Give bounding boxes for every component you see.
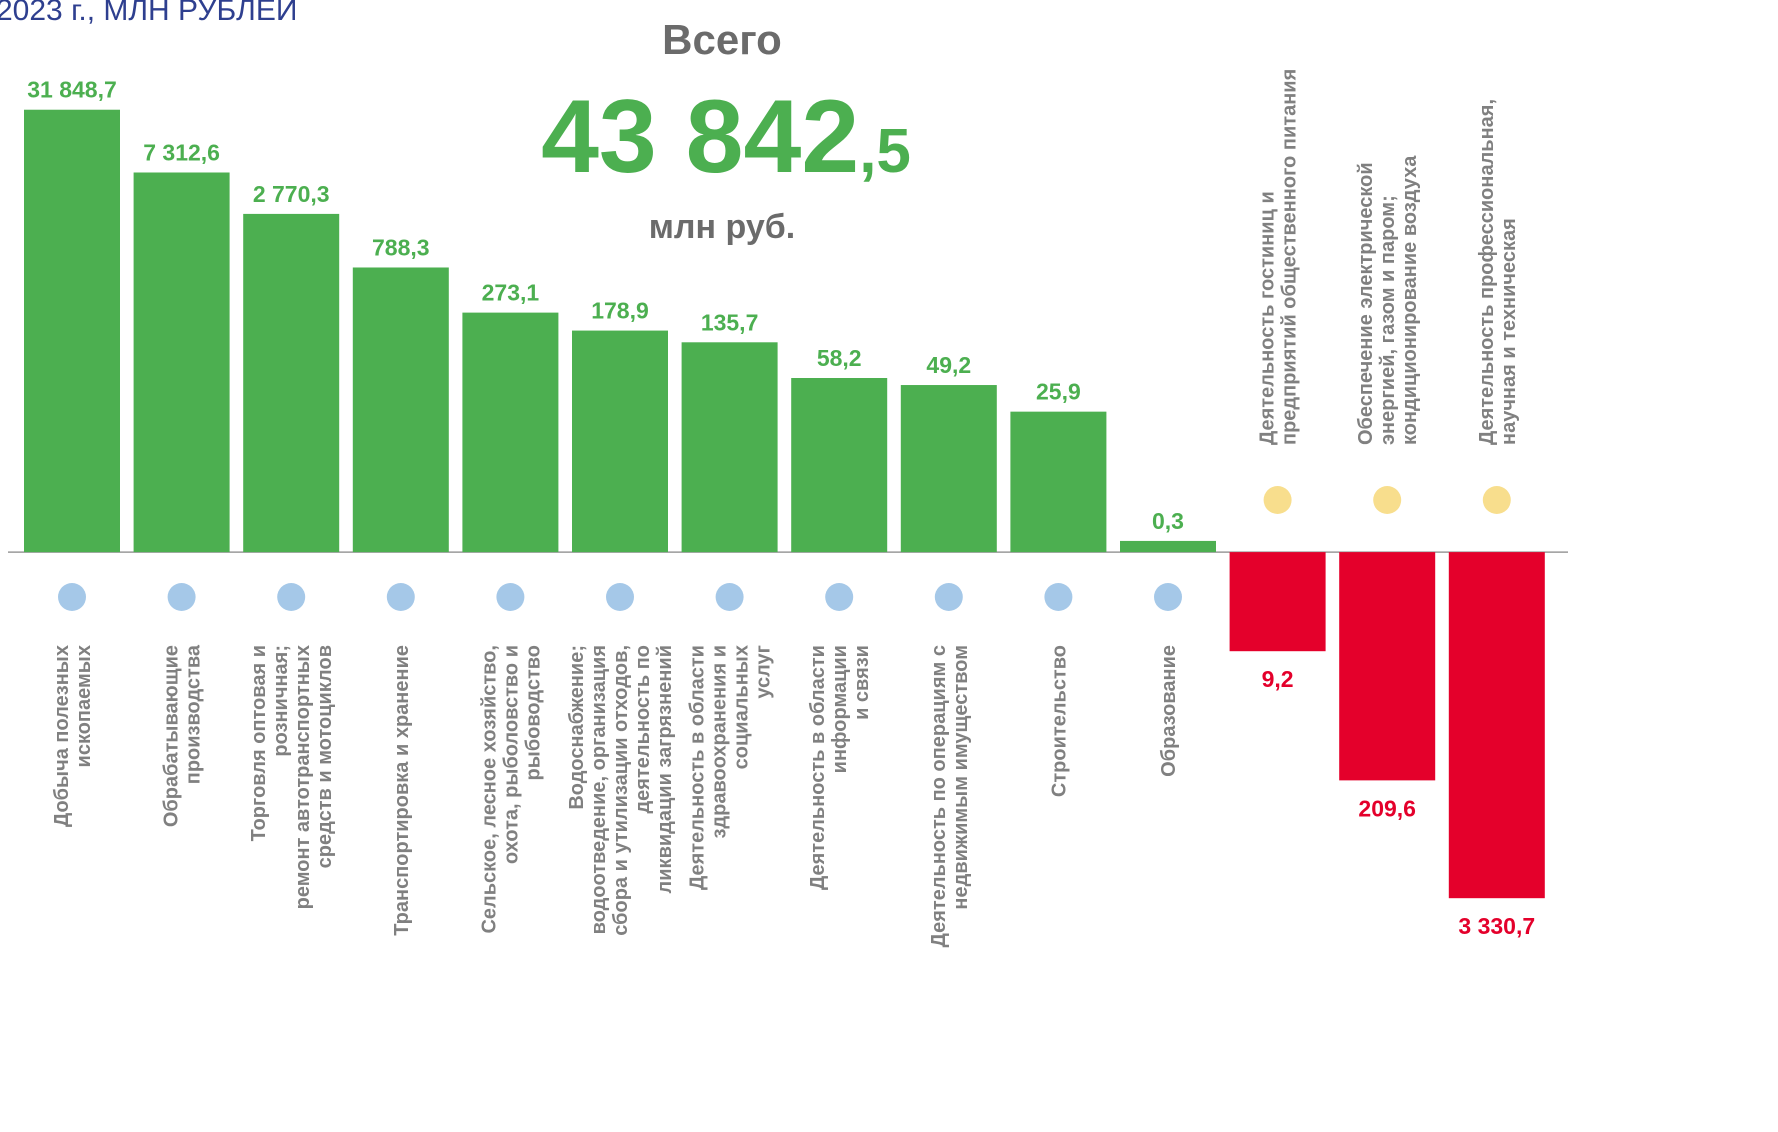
value-label: 31 848,7 (27, 77, 117, 103)
value-label: 135,7 (701, 309, 759, 335)
bar (243, 214, 339, 552)
category-label: Деятельность по операциям с (928, 645, 950, 947)
category-label: научная и техническая (1498, 218, 1520, 445)
category-label: Сельское, лесное хозяйство, (478, 645, 500, 934)
value-label: 273,1 (482, 280, 540, 306)
value-label: 209,6 (1358, 795, 1416, 821)
category-label: ликвидации загрязнений (654, 645, 676, 893)
category-icon (387, 583, 415, 611)
category-label: водоотведение, организация (588, 645, 610, 934)
category-label: сбора и утилизации отходов, (610, 645, 632, 936)
category-label: рыбоводство (522, 645, 544, 780)
category-label: производства (183, 644, 205, 784)
category-label: и связи (851, 645, 873, 720)
category-label: услуг (753, 645, 775, 699)
category-label: охота, рыболовство и (500, 645, 522, 864)
category-label: Образование (1158, 645, 1180, 777)
value-label: 49,2 (926, 352, 971, 378)
bar (572, 331, 668, 553)
category-icon (496, 583, 524, 611)
category-label: информации (829, 645, 851, 773)
value-label: 788,3 (372, 234, 430, 260)
category-label: кондиционирование воздуха (1399, 155, 1421, 445)
category-icon (716, 583, 744, 611)
category-label: Водоснабжение; (566, 645, 588, 810)
total-unit: млн руб. (649, 208, 795, 246)
category-label: Обрабатывающие (161, 645, 183, 827)
category-label: ископаемых (73, 645, 95, 767)
category-label: Торговля оптовая и (248, 645, 270, 841)
category-label: ремонт автотранспортных (292, 645, 314, 909)
category-label: деятельность по (632, 645, 654, 814)
value-label: 7 312,6 (143, 139, 220, 165)
value-label: 58,2 (817, 345, 862, 371)
category-label: Деятельность в области (807, 645, 829, 890)
value-label: 9,2 (1262, 666, 1294, 692)
category-icon (606, 583, 634, 611)
bar (353, 267, 449, 552)
total-main: 43 842 (541, 79, 859, 195)
total-decimal: ,5 (859, 117, 911, 186)
bar (462, 313, 558, 553)
value-label: 2 770,3 (253, 181, 330, 207)
category-label: Деятельность профессиональная, (1476, 99, 1498, 445)
bar (24, 110, 120, 552)
category-label: Обеспечение электрической (1355, 162, 1377, 445)
category-label: Деятельность в области (687, 645, 709, 890)
bar (682, 342, 778, 552)
category-label: недвижимым имуществом (950, 645, 972, 910)
category-icon (935, 583, 963, 611)
category-label: Добыча полезных (51, 645, 73, 827)
category-icon (1044, 583, 1072, 611)
bar (134, 172, 230, 552)
category-icon (277, 583, 305, 611)
subtitle: 2023 г., МЛН РУБЛЕЙ (0, 0, 297, 27)
category-icon (1264, 486, 1292, 514)
category-label: Деятельность гостиниц и (1257, 191, 1279, 445)
bar (901, 385, 997, 552)
bar (1120, 541, 1216, 552)
category-icon (58, 583, 86, 611)
bar (1339, 552, 1435, 780)
chart: 2023 г., МЛН РУБЛЕЙ Всего 43 842,5 млн р… (0, 0, 1778, 1132)
category-label: Строительство (1048, 645, 1070, 797)
value-label: 178,9 (591, 298, 649, 324)
value-label: 3 330,7 (1458, 913, 1535, 939)
bar (1010, 412, 1106, 552)
category-icon (1483, 486, 1511, 514)
category-label: энергией, газом и паром; (1377, 195, 1399, 445)
category-icon (168, 583, 196, 611)
bar (791, 378, 887, 552)
category-label: социальных (731, 645, 753, 769)
category-label: средств и мотоциклов (314, 645, 336, 868)
category-label: здравоохранения и (709, 645, 731, 839)
category-label: предприятий общественного питания (1279, 69, 1301, 445)
category-label: Транспортировка и хранение (391, 645, 413, 936)
category-icon (825, 583, 853, 611)
value-label: 25,9 (1036, 379, 1081, 405)
total-label: Всего (662, 16, 782, 63)
bar (1230, 552, 1326, 651)
category-label: розничная; (270, 645, 292, 757)
bar (1449, 552, 1545, 898)
total-value: 43 842,5 (541, 79, 911, 195)
value-label: 0,3 (1152, 508, 1184, 534)
category-icon (1154, 583, 1182, 611)
category-icon (1373, 486, 1401, 514)
